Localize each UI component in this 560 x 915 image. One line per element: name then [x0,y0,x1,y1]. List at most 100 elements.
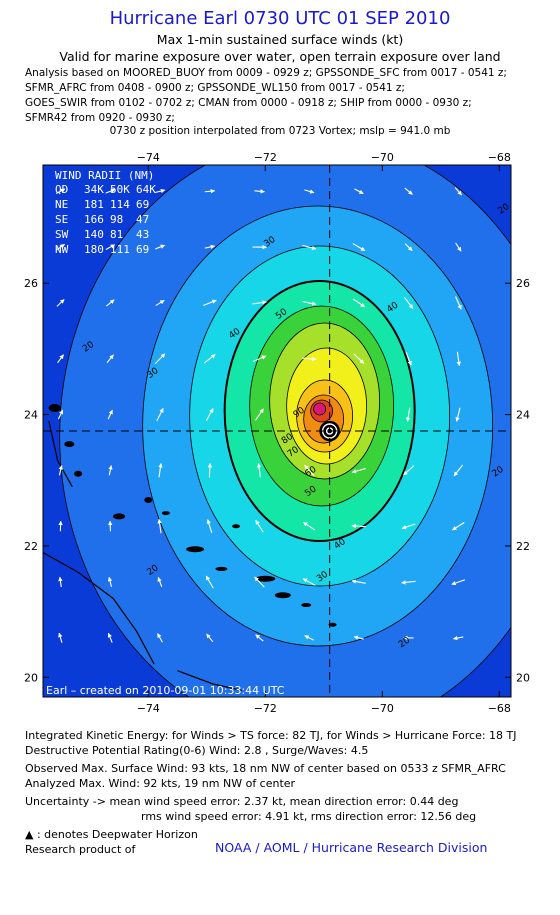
lon-label-bottom: −68 [488,702,511,715]
analysis-line: Analysis based on MOORED_BUOY from 0009 … [25,67,507,79]
wind-arrow [154,353,166,365]
wind-arrow [204,244,216,250]
noaa-aoml-link[interactable]: NOAA / AOML / Hurricane Research Divisio… [215,840,488,855]
lat-label-right: 22 [516,540,530,553]
uncertainty-rms: rms wind speed error: 4.91 kt, rms direc… [141,810,477,823]
coastline [48,421,73,488]
lat-label-left: 24 [24,409,38,422]
wind-radii-cell: SE [55,213,68,226]
wind-radii-cell: 111 [110,243,130,256]
wind-radii-cell: 180 [84,243,104,256]
wind-radii-cell: 114 [110,198,130,211]
observed-max-wind: Observed Max. Surface Wind: 93 kts, 18 n… [25,762,506,775]
wind-arrow [205,408,214,421]
lat-label-left: 20 [24,671,38,684]
wind-radii-header-cell: 64K [136,183,156,196]
wind-arrow [302,356,317,362]
wind-arrow [107,632,113,643]
lat-label-right: 26 [516,277,530,290]
wind-arrow [255,408,264,421]
lat-label-right: 24 [516,409,530,422]
lat-label-left: 26 [24,277,38,290]
island [144,496,153,503]
wind-arrow [157,518,162,534]
island [64,441,75,448]
wind-radii-cell: 43 [136,228,149,241]
lon-label-bottom: −74 [137,702,160,715]
wind-arrow [206,519,213,534]
island [113,513,126,520]
subtitle-winds: Max 1-min sustained surface winds (kt) [156,32,404,47]
analysis-line: SFMR42 from 0920 - 0930 z; [25,112,175,124]
wind-bands [59,165,511,697]
analysis-line: SFMR_AFRC from 0408 - 0900 z; GPSSONDE_W… [25,82,405,94]
wind-radii-table: WIND RADII (NM) QD 34K 50K 64K NE 181 114 69 SE 1… [55,169,156,256]
wind-arrow [256,463,262,478]
wind-arrow [353,353,365,364]
island [274,592,291,599]
lat-label-right: 20 [516,671,530,684]
wind-band [313,402,327,416]
wind-arrow [353,635,364,640]
map-credit: Earl – created on 2010-09-01 10:33:44 UT… [46,684,285,697]
wind-arrow [455,407,461,422]
wind-arrow [155,299,165,307]
wind-arrow [401,523,416,530]
analyzed-max-wind: Analyzed Max. Wind: 92 kts, 19 nm NW of … [25,777,296,790]
wind-arrow [57,354,64,364]
ike-line: Integrated Kinetic Energy: for Winds > T… [25,729,517,742]
wind-arrow [453,464,464,477]
wind-arrow [405,352,412,366]
islands [43,404,337,692]
wind-arrow [108,465,113,476]
wind-radii-header-cell: 34K [84,183,104,196]
wind-arrow [354,188,364,195]
wind-radii-cell: 98 [110,213,123,226]
page-title: Hurricane Earl 0730 UTC 01 SEP 2010 [109,8,451,29]
wind-vectors [55,187,466,643]
wind-arrow [453,635,464,641]
wind-arrow [403,465,415,476]
deepwater-marker-icon: ▲ [25,828,34,841]
wind-radii-cell: 181 [84,198,104,211]
wind-arrow [105,188,116,194]
wind-arrow [405,407,411,422]
wind-arrow [155,244,166,250]
wind-radii-cell: 81 [110,228,123,241]
wind-arrow [351,579,366,584]
wind-arrow [452,522,465,531]
wind-arrow [107,409,113,420]
wind-arrow [254,189,265,194]
wind-radii-cell: 166 [84,213,104,226]
lon-label-top: −74 [137,151,160,164]
wind-arrow [352,298,366,308]
lon-label-top: −70 [371,151,394,164]
wind-radii-cell: 140 [84,228,104,241]
analysis-line: GOES_SWIR from 0102 - 0702 z; CMAN from … [25,97,472,109]
wind-arrow [302,521,316,531]
wind-arrow [455,296,462,310]
wind-arrow [404,243,413,251]
wind-arrow [304,464,315,477]
wind-arrow [106,354,114,363]
contour-label: 20 [496,202,511,217]
wind-arrow [351,468,366,474]
wind-arrow [302,578,316,586]
wind-arrow [454,187,463,196]
wind-arrow [302,300,317,306]
wind-arrow [158,463,163,478]
lon-label-top: −68 [488,151,511,164]
wind-arrow [304,189,315,194]
wind-arrow [456,351,461,367]
lon-label-bottom: −72 [254,702,277,715]
wind-arrow [106,299,115,307]
island [328,622,337,627]
wind-arrow [56,243,66,251]
wind-arrow [105,244,116,250]
wind-arrow [451,579,466,586]
wind-radii-title: WIND RADII (NM) [55,169,154,182]
island [186,546,205,553]
wind-radii-header-cell: 50K [110,183,130,196]
island [161,511,170,516]
coastline [177,670,243,692]
